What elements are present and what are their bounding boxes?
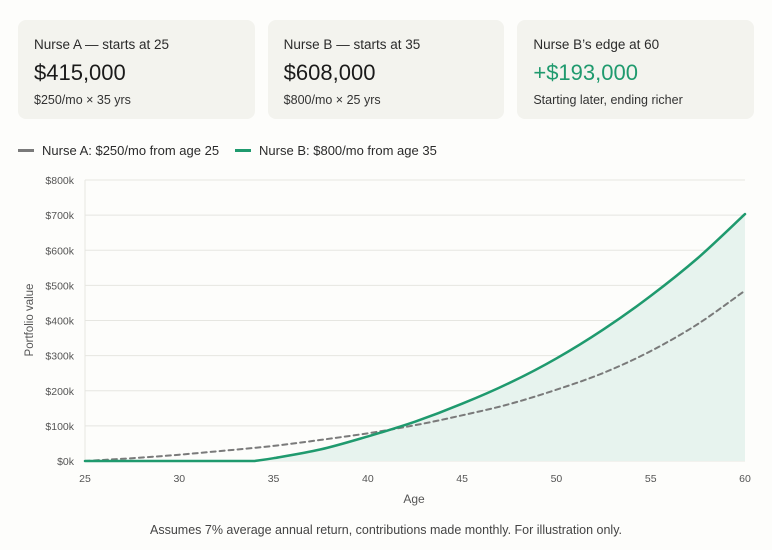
card-value: $608,000: [283, 60, 376, 85]
x-tick-label: 55: [645, 473, 657, 485]
legend-item-nurse-b[interactable]: Nurse B: $800/mo from age 35: [235, 143, 437, 158]
y-tick-label: $200k: [45, 386, 74, 398]
grid: [84, 179, 745, 462]
y-tick-label: $700k: [45, 210, 74, 222]
summary-card-edge: Nurse B’s edge at 60 +$193,000 Starting …: [517, 20, 755, 119]
x-tick-label: 40: [362, 473, 374, 485]
card-value: $415,000: [34, 60, 126, 85]
y-tick-label: $400k: [45, 316, 74, 328]
x-tick-label: 45: [456, 473, 468, 485]
legend-swatch-nurse-a: [18, 149, 34, 152]
series-area-nurse-b: [85, 214, 745, 461]
footnote: Assumes 7% average annual return, contri…: [150, 523, 622, 537]
x-axis-label: Age: [403, 492, 425, 506]
y-axis-label: Portfolio value: [24, 284, 36, 357]
y-tick-label: $100k: [45, 421, 74, 433]
legend-label: Nurse A: $250/mo from age 25: [42, 143, 220, 158]
card-label: Nurse A — starts at 25: [34, 37, 170, 52]
chart-legend: Nurse A: $250/mo from age 25 Nurse B: $8…: [18, 143, 437, 158]
card-label: Nurse B — starts at 35: [283, 37, 421, 52]
x-tick-label: 30: [173, 473, 185, 485]
legend-label: Nurse B: $800/mo from age 35: [259, 143, 437, 158]
card-value: +$193,000: [533, 60, 638, 85]
x-tick-label: 60: [739, 473, 751, 485]
area-layer: [85, 214, 745, 461]
card-subtext: Starting later, ending richer: [533, 93, 683, 107]
card-label: Nurse B’s edge at 60: [533, 37, 660, 52]
y-tick-label: $600k: [45, 245, 74, 257]
card-subtext: $250/mo × 35 yrs: [34, 93, 131, 107]
legend-swatch-nurse-b: [235, 149, 252, 152]
x-tick-label: 50: [551, 473, 563, 485]
summary-card-nurse-a: Nurse A — starts at 25 $415,000 $250/mo …: [18, 20, 255, 119]
y-tick-label: $500k: [45, 280, 74, 292]
summary-cards: Nurse A — starts at 25 $415,000 $250/mo …: [18, 20, 755, 119]
y-tick-label: $0k: [57, 456, 75, 468]
card-subtext: $800/mo × 25 yrs: [283, 93, 381, 107]
series-layer: [83, 212, 747, 463]
x-tick-label: 35: [268, 473, 280, 485]
x-tick-label: 25: [79, 473, 91, 485]
portfolio-chart: $0k $100k $200k $300k $400k $500k $600k $700k $8…: [24, 175, 751, 506]
series-line-nurse-a: [84, 289, 746, 462]
legend-item-nurse-a[interactable]: Nurse A: $250/mo from age 25: [18, 143, 219, 158]
summary-card-nurse-b: Nurse B — starts at 35 $608,000 $800/mo …: [267, 20, 505, 119]
y-tick-label: $300k: [45, 351, 74, 363]
axes: $0k $100k $200k $300k $400k $500k $600k $700k $8…: [45, 175, 751, 485]
y-tick-label: $800k: [45, 175, 74, 187]
series-line-nurse-b: [83, 212, 747, 463]
